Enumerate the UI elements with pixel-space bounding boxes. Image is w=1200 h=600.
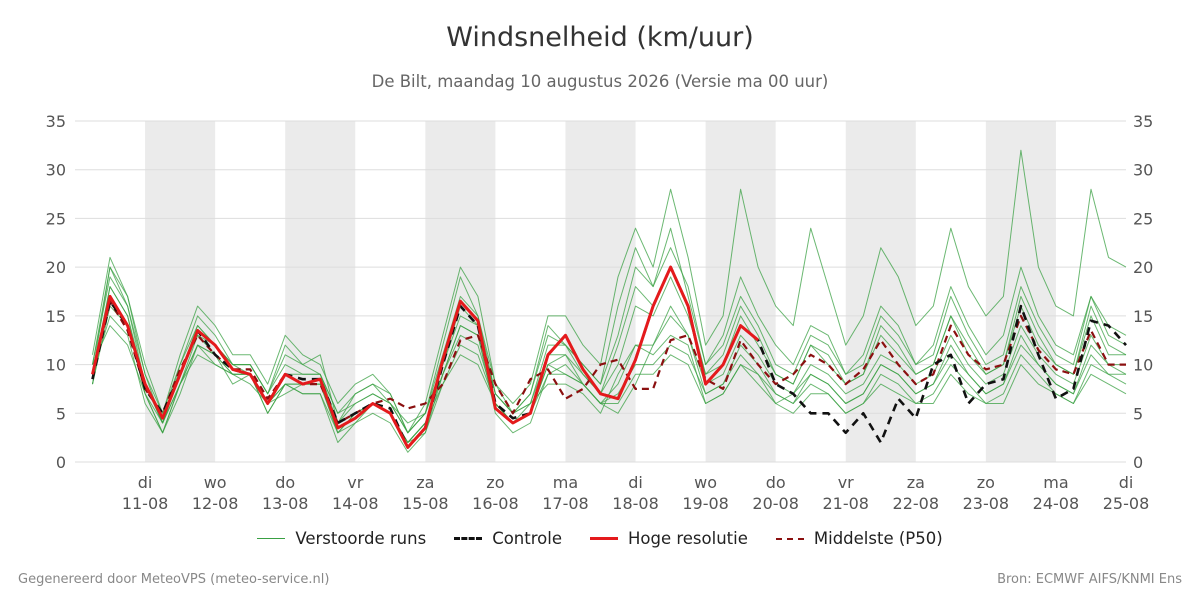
x-tick-date: 15-08	[402, 494, 449, 513]
y-tick-label: 25	[46, 209, 66, 228]
series-layer	[91, 149, 1127, 453]
y-tick-label: 15	[46, 307, 66, 326]
x-tick-date: 13-08	[262, 494, 309, 513]
x-tick-day: di	[628, 473, 643, 492]
footer-source: Bron: ECMWF AIFS/KNMI Ens	[997, 572, 1182, 587]
x-tick-day: zo	[486, 473, 504, 492]
legend-item-control[interactable]: Controle	[454, 529, 562, 548]
y-tick-label: 20	[1133, 258, 1153, 277]
footer-generated-by: Gegenereerd door MeteoVPS (meteo-service…	[18, 572, 330, 587]
y-tick-label: 5	[56, 404, 66, 423]
x-tick-date: 18-08	[612, 494, 659, 513]
legend-swatch-control	[454, 537, 483, 540]
legend-label-median: Middelste (P50)	[813, 529, 943, 548]
y-tick-label: 0	[56, 453, 66, 472]
x-tick-day: wo	[694, 473, 717, 492]
legend-item-median[interactable]: Middelste (P50)	[775, 529, 943, 548]
x-tick-date: 11-08	[122, 494, 169, 513]
x-tick-day: di	[1119, 473, 1134, 492]
legend-swatch-median	[775, 537, 804, 540]
x-tick-date: 24-08	[1033, 494, 1080, 513]
y-tick-label: 30	[1133, 161, 1153, 180]
x-tick-day: za	[907, 473, 925, 492]
series-line-hires	[91, 265, 760, 449]
legend-item-ensemble[interactable]: Verstoorde runs	[257, 529, 426, 548]
x-axis: di 11-08 wo 12-08 do 13-08 vr 14-08 za 15-08 zo 16-…	[122, 473, 1149, 513]
y-axis-right: 0 5 10 15 20 25 30 35	[1133, 112, 1153, 472]
shaded-day	[425, 121, 496, 462]
x-tick-date: 12-08	[192, 494, 239, 513]
chart-subtitle: De Bilt, maandag 10 augustus 2026 (Versi…	[371, 72, 829, 91]
x-tick-date: 19-08	[682, 494, 729, 513]
shaded-day	[705, 121, 776, 462]
x-tick-day: wo	[204, 473, 227, 492]
x-tick-day: di	[138, 473, 153, 492]
x-tick-date: 23-08	[963, 494, 1010, 513]
x-tick-day: ma	[1043, 473, 1068, 492]
legend-label-hires: Hoge resolutie	[627, 529, 748, 548]
legend-swatch-ensemble	[257, 538, 286, 539]
weekend-shading	[145, 121, 1056, 462]
shaded-day	[285, 121, 356, 462]
series-line-ensemble-member	[92, 247, 1127, 434]
y-tick-label: 30	[46, 161, 66, 180]
x-tick-day: za	[416, 473, 434, 492]
x-tick-date: 17-08	[542, 494, 589, 513]
legend-label-control: Controle	[492, 529, 562, 548]
y-tick-label: 0	[1133, 453, 1143, 472]
shaded-day	[985, 121, 1056, 462]
legend-swatch-hires	[589, 537, 618, 540]
x-tick-date: 20-08	[752, 494, 799, 513]
legend: Verstoorde runs Controle Hoge resolutie …	[0, 529, 1200, 548]
series-line-ensemble-member	[92, 325, 1127, 443]
y-axis-left: 0 5 10 15 20 25 30 35	[46, 112, 66, 472]
x-tick-date: 16-08	[472, 494, 519, 513]
y-tick-label: 15	[1133, 307, 1153, 326]
y-tick-label: 35	[1133, 112, 1153, 131]
x-tick-date: 25-08	[1103, 494, 1150, 513]
x-tick-date: 21-08	[822, 494, 869, 513]
x-tick-day: vr	[838, 473, 854, 492]
y-tick-label: 35	[46, 112, 66, 131]
x-tick-day: vr	[347, 473, 363, 492]
y-tick-label: 25	[1133, 209, 1153, 228]
legend-label-ensemble: Verstoorde runs	[295, 529, 427, 548]
shaded-day	[845, 121, 916, 462]
x-tick-day: zo	[977, 473, 995, 492]
x-tick-day: do	[275, 473, 295, 492]
chart-title: Windsnelheid (km/uur)	[446, 22, 754, 53]
x-tick-day: do	[766, 473, 786, 492]
x-tick-date: 22-08	[893, 494, 940, 513]
x-tick-date: 14-08	[332, 494, 379, 513]
y-tick-label: 5	[1133, 404, 1143, 423]
x-tick-day: ma	[553, 473, 578, 492]
y-tick-label: 10	[1133, 356, 1153, 375]
y-tick-label: 10	[46, 356, 66, 375]
legend-item-hires[interactable]: Hoge resolutie	[589, 529, 748, 548]
shaded-day	[565, 121, 636, 462]
y-tick-label: 20	[46, 258, 66, 277]
series-line-ensemble-member	[92, 149, 1127, 434]
